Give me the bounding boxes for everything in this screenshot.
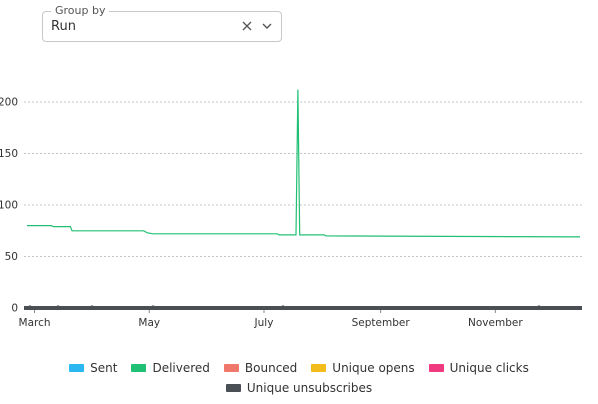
group-by-value: Run [51,19,76,34]
legend-label: Unique clicks [449,361,529,375]
legend-item-unique-clicks[interactable]: Unique clicks [428,358,529,378]
legend-swatch [69,364,85,372]
legend-item-delivered[interactable]: Delivered [131,358,210,378]
legend-swatch [131,364,147,372]
x-tick-label: September [352,317,411,329]
series-layer [24,89,582,310]
close-icon[interactable] [242,21,252,31]
y-tick-label: 0 [11,303,18,315]
x-tick-label: July [254,317,274,329]
series-point [28,305,32,309]
x-axis-labels: March May July September November [19,310,523,329]
legend-item-sent[interactable]: Sent [69,358,117,378]
grid-lines [24,101,582,257]
chevron-down-icon[interactable] [262,22,272,30]
series-point [90,305,94,309]
legend-swatch [311,364,327,372]
y-axis-labels: 0 50 100 150 200 [0,97,18,315]
chart-legend: Sent Delivered Bounced Unique opens Unique c… [0,358,598,398]
series-point [56,305,60,309]
legend-row: Sent Delivered Bounced Unique opens Unique c… [0,358,598,378]
series-point [281,305,285,309]
legend-label: Unique unsubscribes [246,381,373,395]
legend-item-bounced[interactable]: Bounced [223,358,298,378]
y-tick-label: 200 [0,97,18,109]
group-by-select[interactable]: Group by Run [42,4,282,42]
y-tick-label: 150 [0,148,18,160]
legend-label: Sent [90,361,118,375]
legend-row: Unique unsubscribes [0,378,598,398]
legend-swatch [428,364,444,372]
legend-item-unique-opens[interactable]: Unique opens [311,358,415,378]
legend-swatch [223,364,239,372]
x-tick-label: May [138,317,160,329]
y-tick-label: 100 [0,200,18,212]
x-tick-label: March [19,317,51,329]
group-by-label: Group by [51,4,110,18]
line-chart: 0 50 100 150 200 March May July September Novemb… [0,89,582,329]
legend-item-unique-unsubscribes[interactable]: Unique unsubscribes [225,378,373,398]
legend-label: Delivered [152,361,210,375]
legend-swatch [225,384,241,392]
series-point [151,305,155,309]
series-line-delivered [27,89,581,238]
legend-label: Unique opens [332,361,415,375]
legend-label: Bounced [244,361,298,375]
x-tick-label: November [468,317,523,329]
series-point [537,305,541,309]
y-tick-label: 50 [5,251,18,263]
